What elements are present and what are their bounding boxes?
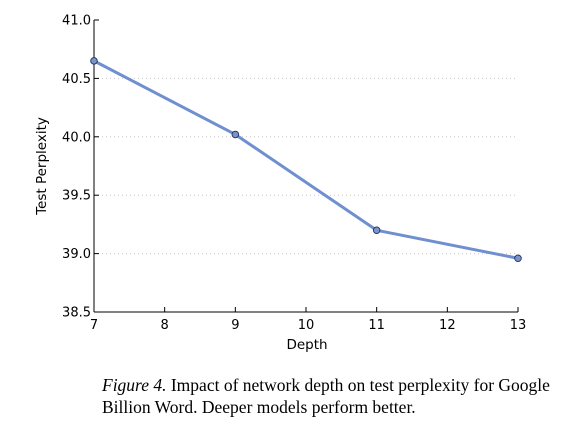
figure-caption: Figure 4. Impact of network depth on tes… xyxy=(102,374,562,418)
y-axis-label: Test Perplexity xyxy=(34,117,50,216)
x-tick-label: 8 xyxy=(161,318,169,333)
data-point xyxy=(514,254,522,263)
x-tick-label: 10 xyxy=(298,318,315,333)
line-chart: 38.5 39.0 39.5 40.0 40.5 41.0 7 8 9 10 11 12 13 Dept… xyxy=(34,14,526,354)
series-layer xyxy=(90,57,522,263)
x-tick-label: 13 xyxy=(510,318,527,333)
data-point xyxy=(231,130,240,139)
x-tick-label: 12 xyxy=(439,318,456,333)
x-tick-label: 11 xyxy=(368,318,385,333)
x-tick-label: 7 xyxy=(90,318,98,333)
y-tick-label: 40.5 xyxy=(62,72,91,87)
y-tick-label: 40.0 xyxy=(62,130,91,145)
x-axis-label: Depth xyxy=(286,337,327,353)
y-tick-label: 39.0 xyxy=(62,247,91,262)
data-point xyxy=(372,226,381,234)
y-tick-label: 38.5 xyxy=(62,306,91,321)
x-tick-label: 9 xyxy=(231,318,239,333)
y-tick-label: 39.5 xyxy=(62,189,91,204)
grid-lines xyxy=(94,77,518,255)
y-tick-label: 41.0 xyxy=(62,14,91,29)
figure-label: Figure 4. xyxy=(102,375,167,395)
ticks: 38.5 39.0 39.5 40.0 40.5 41.0 7 8 9 10 11 12 13 xyxy=(62,14,526,334)
axes xyxy=(93,20,518,313)
series-line xyxy=(93,59,519,260)
caption-text: Impact of network depth on test perplexi… xyxy=(102,375,550,417)
data-point xyxy=(90,57,98,65)
